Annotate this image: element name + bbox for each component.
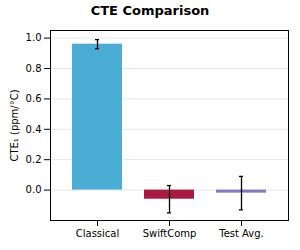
svg-text:1.0: 1.0 bbox=[26, 32, 42, 43]
svg-text:0.2: 0.2 bbox=[26, 154, 42, 165]
svg-text:CTE₁ (ppm/°C): CTE₁ (ppm/°C) bbox=[9, 89, 20, 161]
svg-text:0.0: 0.0 bbox=[26, 184, 42, 195]
svg-text:SwiftComp: SwiftComp bbox=[143, 228, 197, 239]
svg-text:Classical: Classical bbox=[76, 228, 120, 239]
svg-text:0.6: 0.6 bbox=[26, 93, 42, 104]
svg-text:0.4: 0.4 bbox=[26, 124, 42, 135]
svg-text:Test Avg.: Test Avg. bbox=[218, 228, 264, 239]
svg-text:0.8: 0.8 bbox=[26, 63, 42, 74]
html-text:CTE Comparison: CTE Comparison bbox=[90, 3, 210, 18]
